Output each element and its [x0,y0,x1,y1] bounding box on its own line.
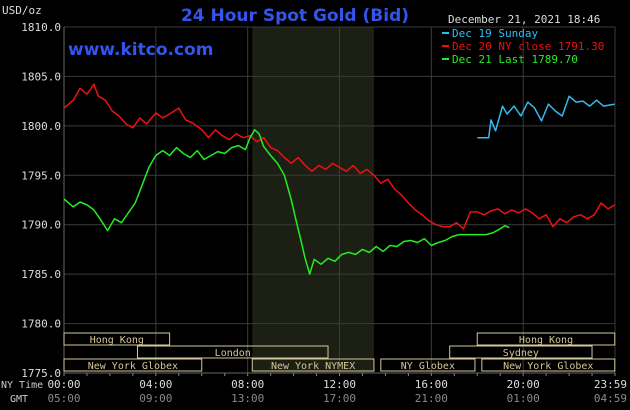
session-box [380,358,476,372]
y-tick-label: 1790.0 [21,219,61,232]
session-box [63,332,171,346]
x-tick-label-gmt: 13:00 [231,392,264,405]
x-tick-label-gmt: 04:59 [594,392,627,405]
series-line-1 [63,83,616,230]
series-group [63,83,616,275]
x-tick-label-gmt: 09:00 [139,392,172,405]
x-tick-label-ny: 16:00 [415,378,448,391]
session-label: NY Globex [401,361,455,372]
market-sessions-group: Hong Kong Hong Kong London Sydney New York G… [63,332,616,372]
y-tick-label: 1780.0 [21,318,61,331]
session-label: Hong Kong [90,335,144,346]
series-line-2 [63,129,510,275]
y-tick-label: 1775.0 [21,367,61,380]
grid-group [63,26,616,376]
x-tick-label-ny: 23:59 [594,378,627,391]
gmt-axis-label: GMT [10,394,28,405]
legend-label-1: Dec 20 NY close 1791.30 [452,40,604,53]
ny-time-axis-label: NY Time [1,380,43,391]
y-axis-label: USD/oz [2,4,42,17]
nymex-highlight-band [252,27,374,373]
y-tick-label: 1805.0 [21,70,61,83]
x-tick-label-ny: 20:00 [507,378,540,391]
y-tick-label: 1810.0 [21,21,61,34]
chart-title: 24 Hour Spot Gold (Bid) [181,6,409,26]
session-label: Hong Kong [519,335,573,346]
session-box [63,358,203,372]
session-box [481,358,616,372]
x-tick-label-gmt: 17:00 [323,392,356,405]
session-box [476,332,616,346]
session-label: Sydney [503,348,539,359]
x-tick-label-gmt: 21:00 [415,392,448,405]
session-label: New York NYMEX [271,361,355,372]
x-tick-label-ny: 12:00 [323,378,356,391]
x-tick-label-ny: 08:00 [231,378,264,391]
kitco-watermark: www.kitco.com [68,40,213,60]
y-tick-label: 1800.0 [21,120,61,133]
x-tick-label-ny: 00:00 [47,378,80,391]
x-tick-label-ny: 04:00 [139,378,172,391]
legend-label-0: Dec 19 Sunday [452,27,538,40]
session-box [136,345,329,359]
session-label: New York Globex [503,361,593,372]
session-box [449,345,593,359]
x-tick-label-gmt: 01:00 [507,392,540,405]
chart-timestamp: December 21, 2021 18:46 [448,13,600,26]
legend-label-2: Dec 21 Last 1789.70 [452,53,578,66]
x-tick-label-gmt: 05:00 [47,392,80,405]
y-tick-label: 1785.0 [21,268,61,281]
session-box [251,358,375,372]
y-tick-labels-group: 1810.0 1805.0 1800.0 1795.0 1790.0 1785.0 1780… [21,21,61,380]
session-label: New York Globex [88,361,178,372]
session-label: London [215,348,251,359]
y-tick-label: 1795.0 [21,169,61,182]
series-line-0 [477,95,615,139]
legend: Dec 19 Sunday Dec 20 NY close 1791.30 De… [442,27,604,66]
nymex-highlight-band-group [252,27,374,373]
